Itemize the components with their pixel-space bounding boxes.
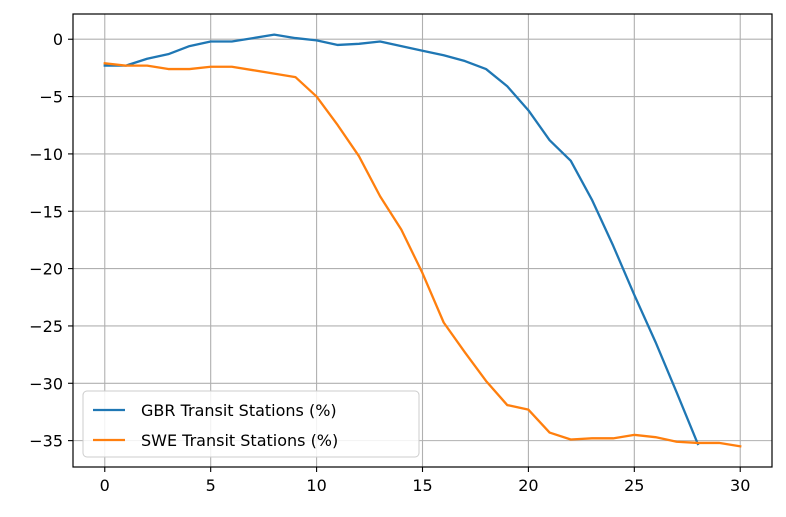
x-tick-label: 0 — [100, 476, 110, 495]
x-tick-label: 20 — [518, 476, 538, 495]
series-lines — [103, 33, 742, 448]
y-tick-label: −5 — [39, 88, 63, 107]
y-tick-label: 0 — [53, 30, 63, 49]
x-tick-label: 25 — [624, 476, 644, 495]
y-tick-label: −15 — [29, 202, 63, 221]
axis-ticks: 0 5 10 15 20 25 30 0 −5 −10 −15 −20 −25 −30 −35 — [29, 30, 750, 495]
grid — [73, 14, 772, 467]
legend-label: SWE Transit Stations (%) — [141, 431, 338, 450]
y-tick-label: −25 — [29, 317, 63, 336]
y-tick-label: −35 — [29, 432, 63, 451]
y-tick-label: −20 — [29, 260, 63, 279]
x-tick-label: 30 — [730, 476, 750, 495]
x-tick-label: 15 — [412, 476, 432, 495]
x-tick-label: 10 — [306, 476, 326, 495]
y-tick-label: −10 — [29, 145, 63, 164]
series-line-swe — [103, 62, 742, 448]
series-line-gbr — [103, 33, 700, 446]
legend-box — [82, 390, 420, 458]
legend: GBR Transit Stations (%) SWE Transit Stat… — [82, 390, 420, 458]
legend-label: GBR Transit Stations (%) — [141, 401, 337, 420]
y-tick-label: −30 — [29, 374, 63, 393]
x-tick-label: 5 — [206, 476, 216, 495]
